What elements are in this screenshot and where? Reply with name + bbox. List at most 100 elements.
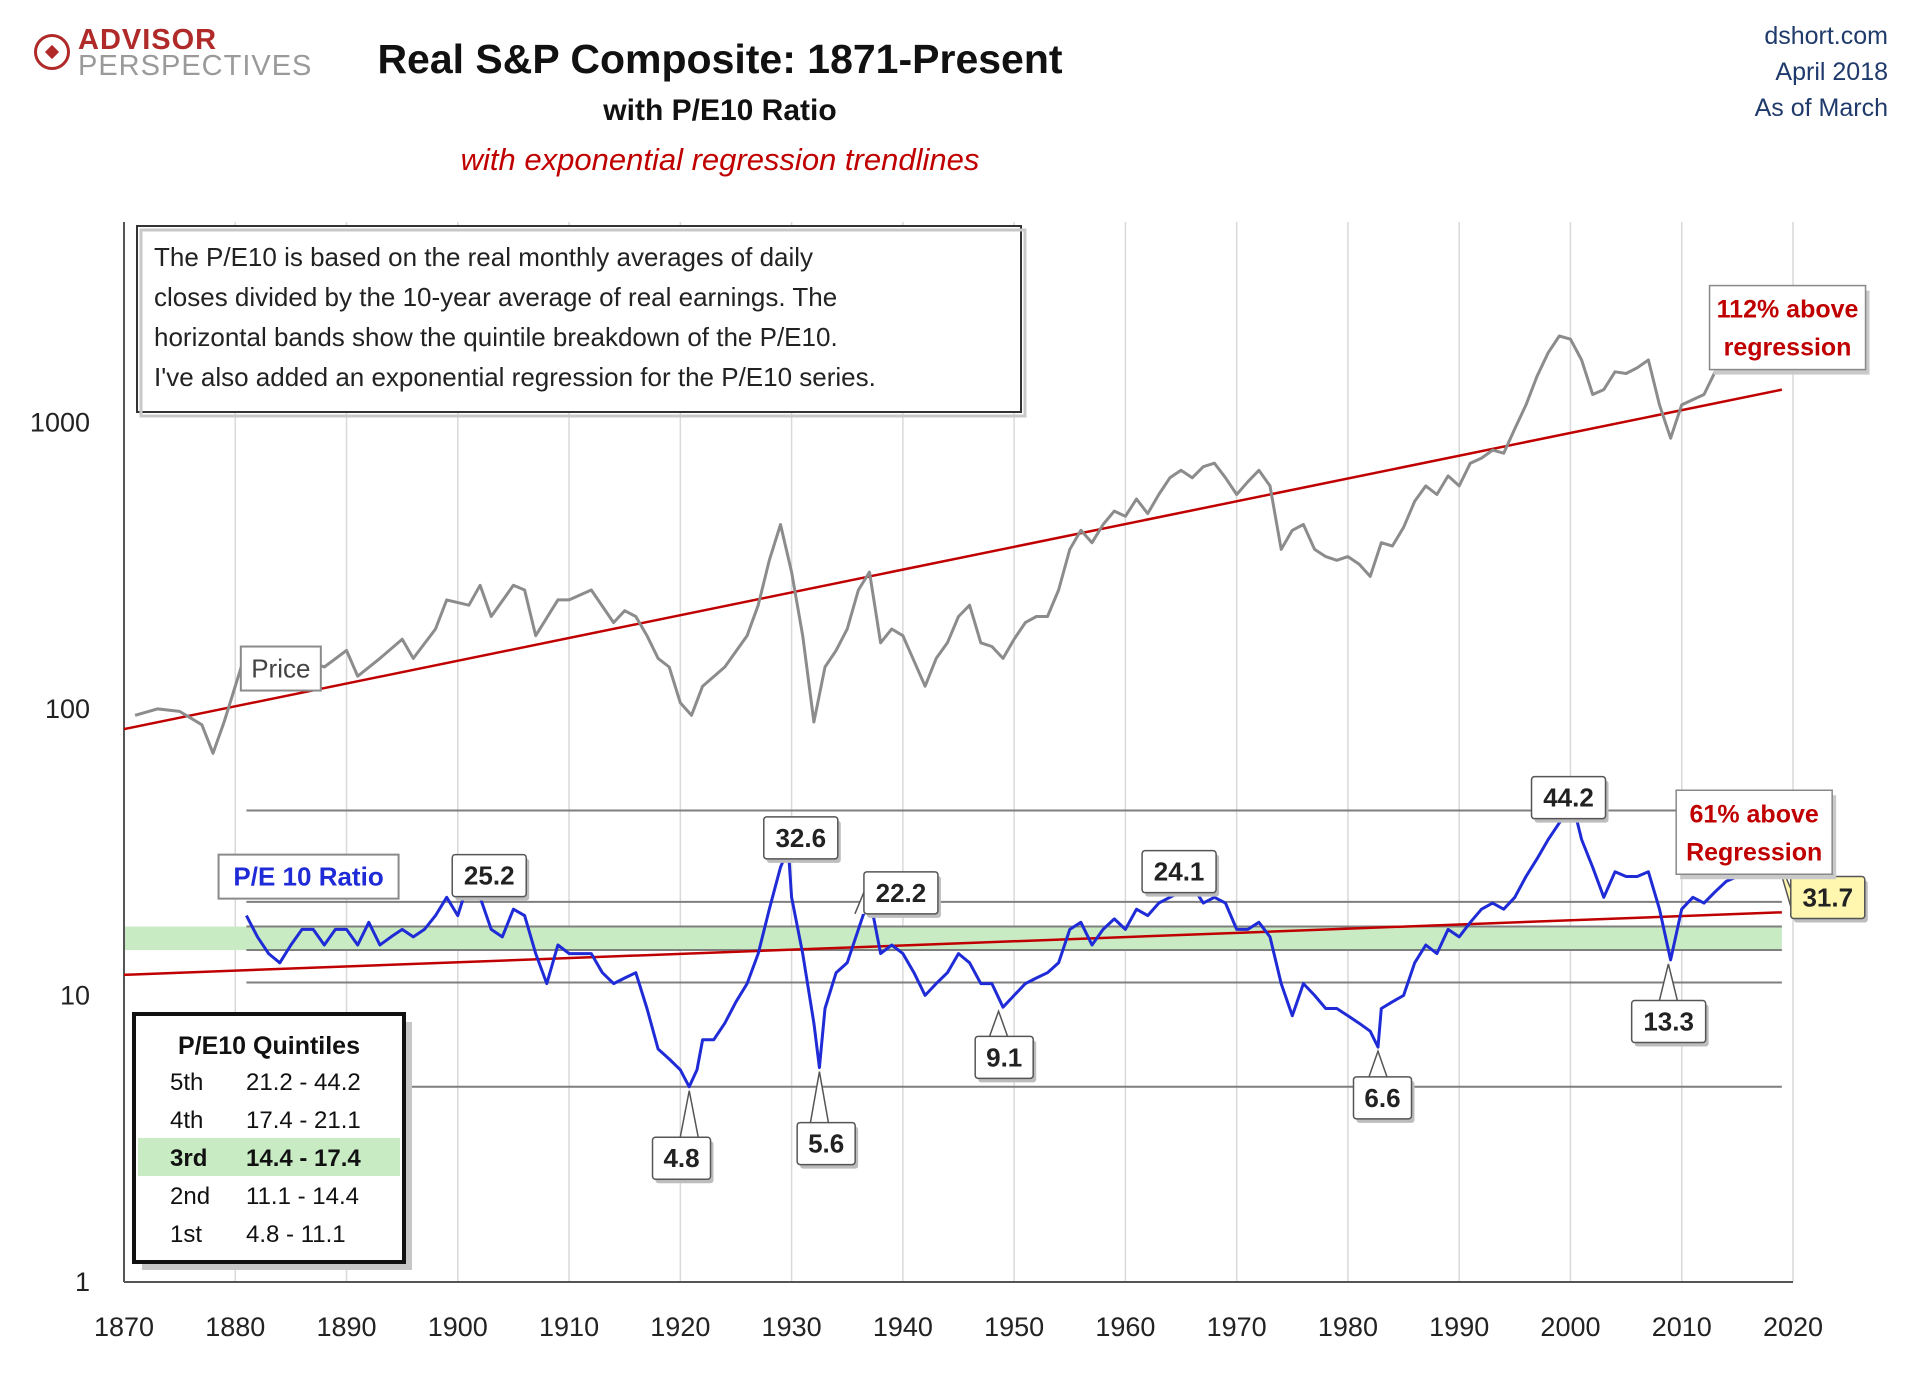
info-box-line: I've also added an exponential regressio… xyxy=(154,362,876,392)
compass-logo-icon xyxy=(34,34,70,70)
chart-subtitle: with P/E10 Ratio xyxy=(603,94,837,127)
x-tick-label: 1900 xyxy=(428,1312,488,1342)
logo-advisor: ADVISOR xyxy=(78,24,218,56)
annotation-13.3: 13.3 xyxy=(1630,963,1709,1047)
callout-pe-above-regression: 61% above Regression xyxy=(1675,789,1837,880)
annotation-32.6: 32.6 xyxy=(763,816,841,863)
x-tick-label: 1880 xyxy=(205,1312,265,1342)
callout-pointer xyxy=(1368,1048,1388,1078)
callout-box xyxy=(1530,775,1607,820)
annotation-4.8: 4.8 xyxy=(651,1090,714,1184)
callout-pointer xyxy=(809,1071,830,1123)
x-tick-label: 1890 xyxy=(316,1312,376,1342)
price-line xyxy=(134,298,1773,755)
callout-line1: 112% above xyxy=(1717,296,1859,324)
chart-title: Real S&P Composite: 1871-Present xyxy=(377,36,1063,82)
label-text: Price xyxy=(251,654,310,684)
callout-text: 6.6 xyxy=(1364,1083,1400,1113)
callout-text: 5.6 xyxy=(808,1129,844,1159)
callout-price-above-regression: 112% above regression xyxy=(1708,284,1870,375)
source-date: April 2018 xyxy=(1775,58,1888,86)
callout-box xyxy=(451,853,527,898)
annotation-25.2: 25.2 xyxy=(451,853,530,901)
source-site: dshort.com xyxy=(1764,22,1888,50)
label-box xyxy=(239,645,322,692)
callout-text: 13.3 xyxy=(1643,1007,1694,1037)
callout-text: 25.2 xyxy=(464,861,515,891)
y-tick-label: 1 xyxy=(75,1267,90,1297)
price-label: Price xyxy=(239,645,322,692)
quintile-range: 4.8 - 11.1 xyxy=(246,1221,346,1248)
callout-box xyxy=(1141,849,1217,894)
quintiles-legend: P/E10 Quintiles 5th 21.2 - 44.2 4th 17.4 - 2… xyxy=(132,1012,412,1270)
callout-box xyxy=(863,871,939,915)
callout-box xyxy=(1675,789,1833,876)
x-tick-label: 1960 xyxy=(1095,1312,1155,1342)
annotation-24.1: 24.1 xyxy=(1141,849,1220,897)
callout-pointer xyxy=(988,1008,1009,1037)
callout-pointer xyxy=(1658,963,1679,1001)
quintile-label: 1st xyxy=(170,1221,202,1248)
quintile-label: 2nd xyxy=(170,1183,210,1210)
quintiles-title: P/E10 Quintiles xyxy=(178,1032,360,1060)
logo-perspectives: PERSPECTIVES xyxy=(78,50,313,82)
x-tick-label: 1950 xyxy=(984,1312,1044,1342)
info-box: The P/E10 is based on the real monthly a… xyxy=(136,225,1027,418)
callout-box xyxy=(763,816,839,860)
callout-text: 4.8 xyxy=(663,1143,699,1173)
info-box-line: horizontal bands show the quintile break… xyxy=(154,322,838,352)
annotation-9.1: 9.1 xyxy=(974,1008,1037,1083)
source-asof: As of March xyxy=(1754,94,1888,122)
callout-text: 31.7 xyxy=(1802,883,1853,913)
callout-text: 22.2 xyxy=(876,878,927,908)
x-tick-label: 1970 xyxy=(1207,1312,1267,1342)
x-tick-label: 1940 xyxy=(873,1312,933,1342)
info-box-shadow xyxy=(139,228,1027,418)
info-box-line: closes divided by the 10-year average of… xyxy=(154,282,837,312)
y-tick-label: 1000 xyxy=(30,407,90,437)
quintile-range: 21.2 - 44.2 xyxy=(246,1069,361,1096)
callout-text: 44.2 xyxy=(1543,783,1594,813)
chart-subtitle-regression: with exponential regression trendlines xyxy=(460,142,980,177)
annotation-31.7: 31.7 xyxy=(1774,851,1868,923)
third-quintile-band xyxy=(124,926,1782,951)
regression-line xyxy=(123,388,1783,731)
quintile-label: 4th xyxy=(170,1107,203,1134)
callout-box xyxy=(1352,1076,1413,1120)
callout-box xyxy=(1630,999,1707,1044)
callout-line1: 61% above xyxy=(1690,800,1819,828)
callout-line2: regression xyxy=(1724,334,1852,362)
label-box xyxy=(217,853,400,900)
annotation-5.6: 5.6 xyxy=(796,1071,859,1169)
regression-line xyxy=(123,911,1782,977)
callout-box xyxy=(796,1121,856,1166)
quintile-label: 3rd xyxy=(170,1145,207,1172)
callout-box xyxy=(651,1136,712,1180)
quintile-range: 11.1 - 14.4 xyxy=(246,1183,359,1210)
annotation-22.2: 22.2 xyxy=(854,871,941,918)
pe10-label: P/E 10 Ratio xyxy=(217,853,400,900)
x-tick-label: 1910 xyxy=(539,1312,599,1342)
info-box-line: The P/E10 is based on the real monthly a… xyxy=(154,242,813,272)
y-tick-label: 10 xyxy=(60,980,90,1010)
quintile-range: 14.4 - 17.4 xyxy=(246,1145,361,1172)
callout-text: 24.1 xyxy=(1154,857,1205,887)
x-tick-label: 1920 xyxy=(650,1312,710,1342)
y-tick-label: 100 xyxy=(45,694,90,724)
callout-text: 32.6 xyxy=(775,823,826,853)
x-tick-label: 1930 xyxy=(762,1312,822,1342)
annotation-44.2: 44.2 xyxy=(1530,775,1609,823)
label-text: P/E 10 Ratio xyxy=(233,862,383,892)
callout-box xyxy=(974,1035,1034,1080)
info-box-frame xyxy=(136,225,1022,413)
quintile-range: 17.4 - 21.1 xyxy=(246,1107,361,1134)
quintile-row-highlight xyxy=(138,1138,400,1176)
callout-box xyxy=(1708,284,1867,371)
annotation-6.6: 6.6 xyxy=(1352,1048,1415,1123)
x-tick-label: 1980 xyxy=(1318,1312,1378,1342)
x-tick-label: 2020 xyxy=(1763,1312,1823,1342)
x-tick-label: 2000 xyxy=(1540,1312,1600,1342)
quintile-label: 5th xyxy=(170,1069,203,1096)
